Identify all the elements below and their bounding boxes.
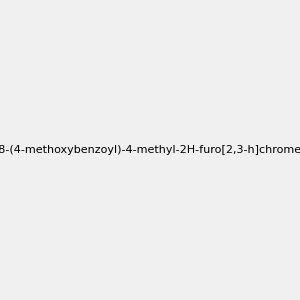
Text: 9-ethyl-8-(4-methoxybenzoyl)-4-methyl-2H-furo[2,3-h]chromen-2-one: 9-ethyl-8-(4-methoxybenzoyl)-4-methyl-2H… [0,145,300,155]
